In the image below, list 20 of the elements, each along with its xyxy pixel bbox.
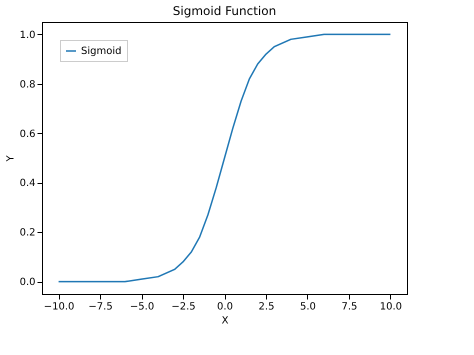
x-tick-label: −5.0 — [130, 302, 154, 312]
legend-label: Sigmoid — [81, 46, 122, 57]
y-tick-label: 0.0 — [20, 277, 36, 288]
x-tick-label: 5.0 — [300, 302, 316, 312]
x-tick-label: −2.5 — [171, 302, 196, 312]
y-axis-title: Y — [6, 154, 17, 163]
y-tick-label: 0.8 — [20, 79, 36, 90]
y-tick-label: 0.6 — [20, 128, 36, 140]
y-tick-label: 0.4 — [20, 178, 36, 190]
x-tick-label: −7.5 — [88, 302, 113, 312]
chart-title: Sigmoid Function — [172, 4, 276, 18]
x-tick-label: 10.0 — [380, 302, 402, 312]
x-axis-title: X — [222, 316, 229, 326]
x-tick-label: 0.0 — [217, 302, 233, 312]
y-tick-label: 1.0 — [20, 30, 36, 41]
y-tick-label: 0.2 — [20, 228, 36, 239]
line-series — [58, 34, 392, 282]
x-tick-label: −10.0 — [44, 302, 74, 312]
x-tick-label: 2.5 — [258, 302, 274, 312]
x-tick-label: 7.5 — [341, 302, 358, 312]
